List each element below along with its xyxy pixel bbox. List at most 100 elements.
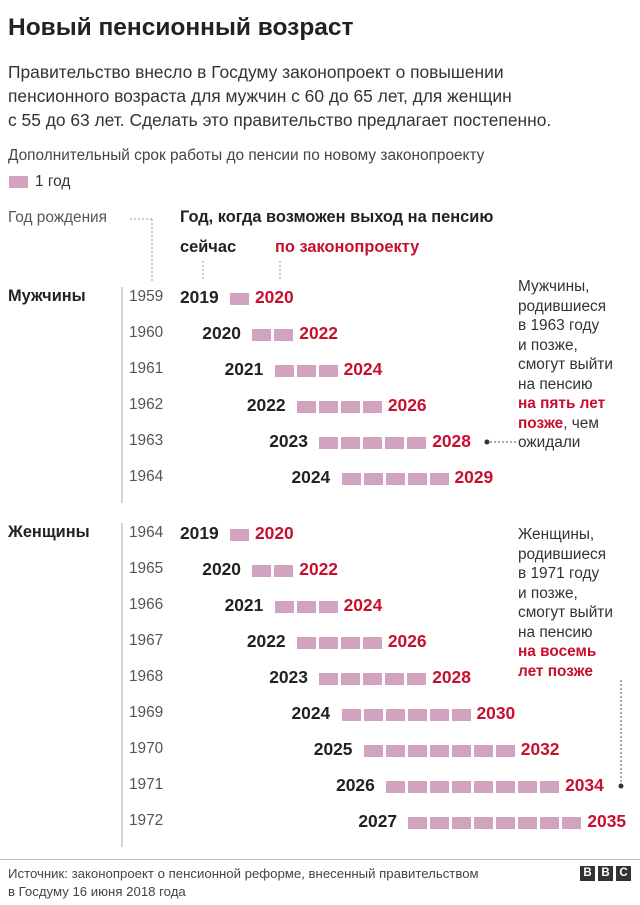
current-retirement-year: 2021 — [224, 595, 264, 615]
extra-year-bar-segment — [385, 473, 405, 485]
note-line: и позже, — [518, 584, 578, 602]
source-line-1: Источник: законопроект о пенсионной рефо… — [8, 866, 479, 881]
birth-year-label: 1964 — [129, 468, 164, 485]
extra-year-bar-segment — [252, 329, 272, 341]
page-title: Новый пенсионный возраст — [8, 14, 354, 41]
new-retirement-year: 2029 — [454, 467, 494, 487]
extra-year-bar-segment — [407, 473, 427, 485]
footer-divider — [0, 859, 640, 860]
extra-year-bar-segment — [363, 745, 383, 757]
note-highlight-line: лет позже — [518, 662, 636, 682]
extra-year-bar-segment — [363, 437, 383, 449]
extra-year-bar-segment — [318, 601, 338, 613]
current-retirement-year: 2019 — [180, 523, 219, 543]
current-retirement-year: 2027 — [358, 811, 398, 831]
extra-year-bar-segment — [518, 817, 538, 829]
extra-year-bar-segment — [407, 673, 427, 685]
birth-year-label: 1970 — [129, 740, 164, 757]
extra-year-bar-segment — [385, 437, 405, 449]
birth-year-label: 1965 — [129, 560, 164, 577]
new-retirement-year: 2020 — [255, 523, 294, 543]
note-line: Мужчины, — [518, 278, 590, 295]
new-retirement-year: 2030 — [476, 703, 516, 723]
extra-year-bar-segment — [252, 565, 272, 577]
extra-year-bar-segment — [319, 437, 339, 449]
extra-year-bar-segment — [274, 365, 294, 377]
extra-year-bar-segment — [429, 745, 449, 757]
birth-year-label: 1972 — [129, 812, 164, 829]
extra-year-bar-segment — [296, 637, 316, 649]
current-retirement-year: 2024 — [291, 467, 331, 487]
extra-year-bar-segment — [452, 781, 472, 793]
current-retirement-year: 2026 — [336, 775, 375, 795]
extra-year-bar-segment — [230, 529, 249, 541]
new-retirement-year: 2022 — [299, 559, 338, 579]
extra-year-bar-segment — [363, 673, 383, 685]
extra-year-bar-segment — [407, 709, 427, 721]
note-line: в 1963 году — [518, 317, 600, 334]
extra-year-bar-segment — [385, 709, 405, 721]
note-line: на пенсию — [518, 623, 593, 641]
extra-year-bar-segment — [340, 401, 360, 413]
new-retirement-year: 2035 — [587, 811, 627, 831]
extra-year-bar-segment — [274, 329, 294, 341]
extra-year-bar-segment — [319, 673, 339, 685]
extra-year-bar-segment — [318, 401, 338, 413]
bbc-logo-letter: C — [616, 866, 631, 881]
birth-year-label: 1966 — [129, 596, 164, 613]
extra-year-bar-segment — [341, 673, 361, 685]
birth-year-label: 1960 — [129, 324, 164, 341]
extra-year-bar-segment — [518, 781, 538, 793]
new-retirement-year: 2032 — [520, 739, 560, 759]
extra-year-bar-segment — [230, 293, 249, 305]
extra-year-bar-segment — [274, 601, 294, 613]
extra-year-bar-segment — [540, 781, 560, 793]
new-retirement-year: 2028 — [432, 667, 471, 687]
new-retirement-year: 2024 — [343, 595, 383, 615]
current-law-header: сейчас — [180, 238, 237, 256]
extra-year-bar-segment — [386, 781, 406, 793]
bbc-logo-letter: B — [598, 866, 613, 881]
note-line: ожидали — [518, 434, 581, 451]
extra-year-bar-segment — [318, 365, 338, 377]
note-highlight: на пять лет — [518, 395, 606, 412]
extra-year-bar-segment — [451, 709, 471, 721]
extra-year-bar-segment — [452, 817, 472, 829]
extra-year-bar-segment — [429, 473, 449, 485]
extra-year-bar-segment — [430, 781, 450, 793]
birth-year-label: 1959 — [129, 288, 164, 305]
extra-year-bar-segment — [495, 745, 515, 757]
extra-year-bar-segment — [341, 709, 361, 721]
extra-year-bar-segment — [407, 745, 427, 757]
extra-year-bar-segment — [385, 673, 405, 685]
new-retirement-year: 2028 — [432, 431, 471, 451]
current-retirement-year: 2025 — [313, 739, 353, 759]
extra-year-bar-segment — [540, 817, 560, 829]
extra-year-bar-segment — [562, 817, 582, 829]
new-retirement-year: 2024 — [343, 359, 383, 379]
annotation-dot — [618, 783, 624, 789]
extra-year-bar-segment — [496, 781, 516, 793]
note-line: на пенсию — [518, 375, 593, 393]
current-retirement-year: 2022 — [246, 631, 286, 651]
new-retirement-year: 2022 — [299, 323, 338, 343]
note-line: смогут выйти — [518, 356, 613, 373]
current-retirement-year: 2024 — [291, 703, 331, 723]
extra-year-bar-segment — [473, 745, 493, 757]
extra-year-bar-segment — [385, 745, 405, 757]
extra-year-bar-segment — [362, 637, 382, 649]
extra-year-bar-segment — [430, 817, 450, 829]
extra-year-bar-segment — [340, 637, 360, 649]
new-retirement-year: 2020 — [255, 287, 294, 307]
note-highlight-line: позже, чем — [518, 414, 636, 434]
birth-year-label: 1968 — [129, 668, 164, 685]
birth-year-label: 1961 — [129, 360, 164, 377]
extra-year-bar-segment — [496, 817, 516, 829]
extra-year-bar-segment — [429, 709, 449, 721]
pension-year-header: Год, когда возможен выход на пенсию — [180, 208, 494, 226]
note-line: в 1971 году — [518, 565, 600, 582]
extra-year-bar-segment — [363, 709, 383, 721]
new-retirement-year: 2026 — [387, 631, 427, 651]
note-line: родившиеся — [518, 545, 607, 563]
